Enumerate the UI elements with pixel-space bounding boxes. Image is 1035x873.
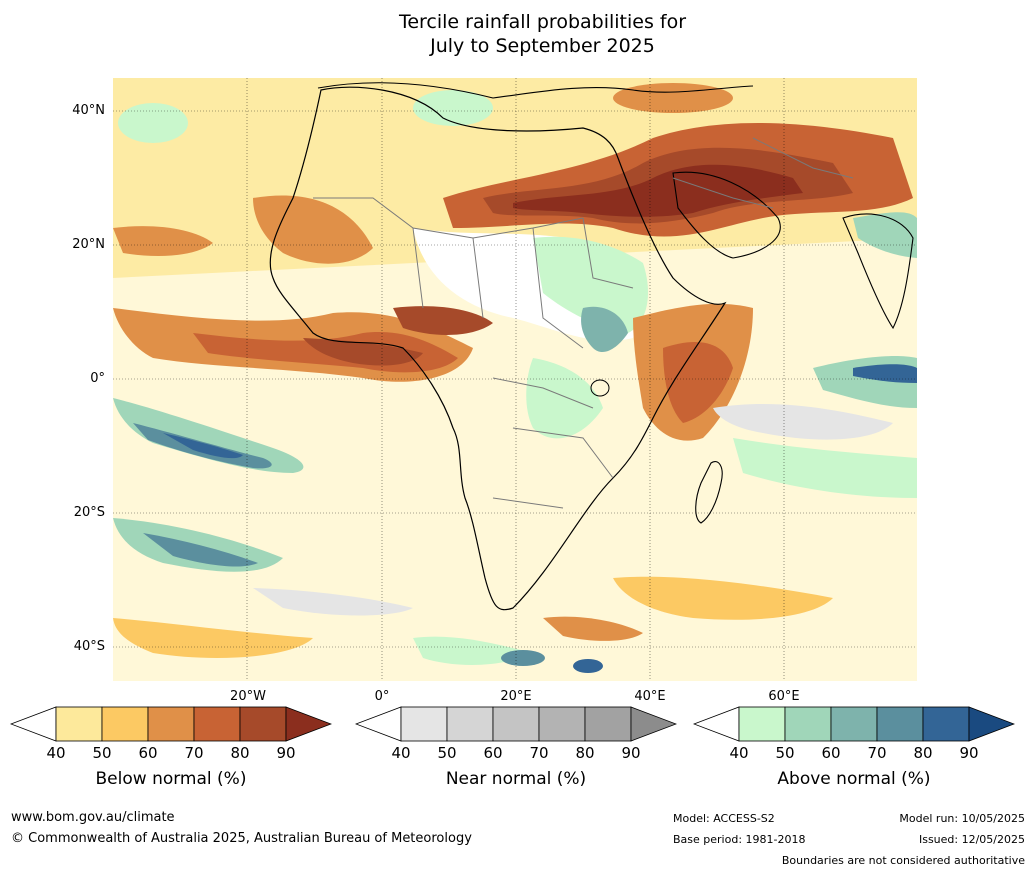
madagascar-outline: [695, 461, 723, 524]
colorbar-near-normal: [355, 706, 677, 742]
tick-below-70: 70: [184, 744, 204, 762]
colorbar-segment: [492, 706, 540, 742]
lon-label-0: 0°: [374, 689, 390, 704]
colorbar-title-near: Near normal (%): [445, 769, 587, 789]
country-borders: [313, 137, 854, 509]
colorbar-above-normal: [693, 706, 1015, 742]
tick-above-40: 40: [729, 744, 749, 762]
tick-above-90: 90: [959, 744, 979, 762]
lon-label-60e: 60°E: [768, 689, 800, 704]
lat-label-40n: 40°N: [72, 103, 105, 118]
tick-above-80: 80: [913, 744, 933, 762]
footer-url: www.bom.gov.au/climate: [11, 810, 175, 825]
forecast-map: [113, 78, 917, 681]
arabia-outline: [672, 171, 781, 259]
tick-above-70: 70: [867, 744, 887, 762]
lon-label-20w: 20°W: [230, 689, 266, 704]
colorbar-segments-near: [355, 706, 677, 742]
tick-below-60: 60: [138, 744, 158, 762]
tick-below-80: 80: [230, 744, 250, 762]
europe-outline: [317, 82, 754, 99]
gridlines: [113, 78, 917, 681]
tick-below-50: 50: [92, 744, 112, 762]
colorbar-segments-above: [693, 706, 1015, 742]
colorbar-extend-high: [285, 706, 332, 742]
tick-near-70: 70: [529, 744, 549, 762]
map-canvas: [113, 78, 917, 681]
footer-model-run: Model run: 10/05/2025: [899, 812, 1025, 825]
colorbar-extend-high: [968, 706, 1015, 742]
tick-near-40: 40: [391, 744, 411, 762]
colorbar-title-above: Above normal (%): [777, 769, 931, 789]
colorbar-extend-low: [693, 706, 740, 742]
tick-near-90: 90: [621, 744, 641, 762]
lon-label-40e: 40°E: [634, 689, 666, 704]
colorbar-extend-low: [355, 706, 402, 742]
colorbar-segments-below: [10, 706, 332, 742]
tick-above-60: 60: [821, 744, 841, 762]
title-line-1: Tercile rainfall probabilities for: [398, 11, 687, 33]
colorbar-extend-high: [630, 706, 677, 742]
lat-label-20n: 20°N: [72, 237, 105, 252]
colorbar-segment: [738, 706, 786, 742]
colorbar-segment: [239, 706, 287, 742]
tick-near-60: 60: [483, 744, 503, 762]
title-line-2: July to September 2025: [430, 35, 655, 57]
colorbar-segment: [101, 706, 149, 742]
lon-label-20e: 20°E: [500, 689, 532, 704]
tick-near-50: 50: [437, 744, 457, 762]
footer-model: Model: ACCESS-S2: [673, 812, 775, 825]
colorbar-segment: [876, 706, 924, 742]
colorbar-segment: [538, 706, 586, 742]
colorbar-title-below: Below normal (%): [95, 769, 247, 789]
tick-below-90: 90: [276, 744, 296, 762]
colorbar-extend-low: [10, 706, 57, 742]
colorbar-segment: [55, 706, 103, 742]
colorbar-segment: [584, 706, 632, 742]
colorbar-segment: [922, 706, 970, 742]
tick-above-50: 50: [775, 744, 795, 762]
colorbar-segment: [193, 706, 241, 742]
lat-label-40s: 40°S: [73, 639, 105, 654]
tick-below-40: 40: [46, 744, 66, 762]
colorbar-below-normal: [10, 706, 332, 742]
lat-label-0: 0°: [90, 371, 105, 386]
africa-coastline: [269, 86, 727, 611]
footer-copyright: © Commonwealth of Australia 2025, Austra…: [11, 831, 472, 846]
footer-base-period: Base period: 1981-2018: [673, 833, 806, 846]
colorbar-segment: [830, 706, 878, 742]
lat-label-20s: 20°S: [73, 505, 105, 520]
colorbar-segment: [147, 706, 195, 742]
colorbar-segment: [400, 706, 448, 742]
india-outline: [842, 213, 914, 330]
chart-title: Tercile rainfall probabilities for July …: [0, 10, 1035, 58]
colorbar-segment: [784, 706, 832, 742]
tick-near-80: 80: [575, 744, 595, 762]
footer-issued: Issued: 12/05/2025: [918, 833, 1025, 846]
colorbar-segment: [446, 706, 494, 742]
footer-disclaimer: Boundaries are not considered authoritat…: [781, 854, 1025, 867]
